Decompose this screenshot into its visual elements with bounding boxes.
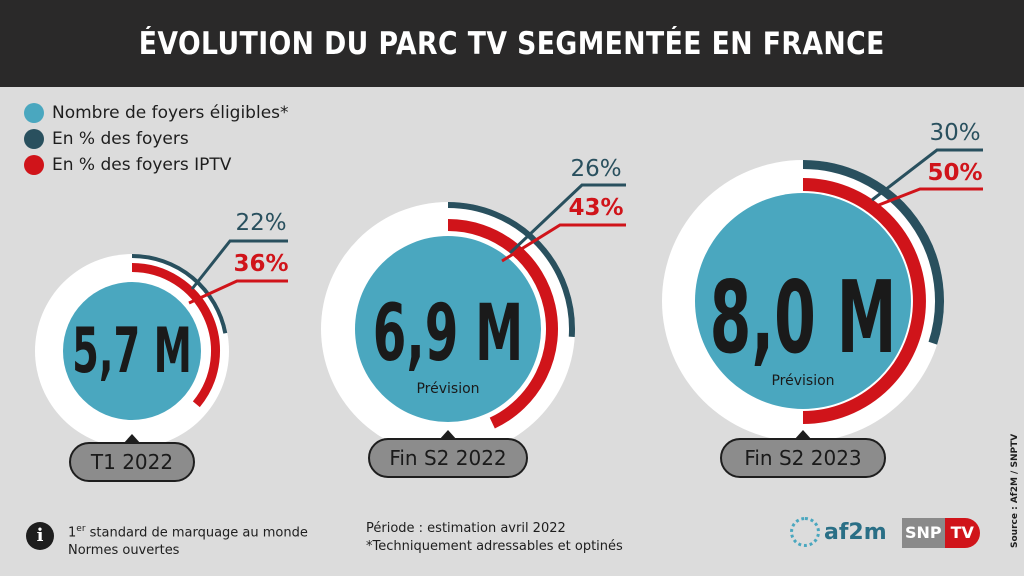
category-pill-1 (368, 438, 528, 478)
pct-households-label-1: 26% (570, 156, 621, 182)
leader-households-0 (190, 239, 288, 290)
page-title: ÉVOLUTION DU PARC TV SEGMENTÉE EN FRANCE (138, 25, 886, 62)
pct-households-label-2: 30% (929, 120, 980, 146)
legend-label-eligible: Nombre de foyers éligibles* (52, 103, 289, 123)
eligible-value-label-2: 8,0 M (710, 260, 897, 376)
pct-iptv-label-2: 50% (927, 160, 982, 186)
eligible-circle-2 (695, 193, 911, 409)
annotation-label-1: Prévision (416, 381, 479, 397)
category-pointer-1 (439, 430, 457, 440)
legend-item-iptv: En % des foyers IPTV (24, 152, 289, 178)
category-pill-2 (720, 438, 886, 478)
legend-label-iptv: En % des foyers IPTV (52, 155, 232, 175)
eligible-value-label-1: 6,9 M (373, 289, 524, 379)
af2m-logo-text: af2m (824, 519, 887, 545)
footer-note-1: 1er standard de marquage au monde (68, 524, 308, 541)
leader-iptv-2 (865, 187, 983, 212)
pct-iptv-arc-0 (131, 263, 220, 408)
footer-period-text: Période : estimation avril 2022 (366, 521, 566, 536)
snptv-logo: SNP TV (902, 518, 984, 548)
pct-households-arc-0 (131, 254, 228, 334)
category-label-0: T1 2022 (90, 450, 173, 474)
source-credit: Source : Af2M / SNPTV (1010, 433, 1020, 548)
category-pointer-0 (123, 434, 141, 444)
footer-notes: 1er standard de marquage au monde Normes… (68, 520, 308, 560)
footer-period: Période : estimation avril 2022 *Techniq… (366, 520, 623, 556)
legend-label-households: En % des foyers (52, 129, 189, 149)
info-icon: i (26, 522, 54, 550)
pct-households-arc-1 (447, 202, 575, 337)
eligible-circle-0 (63, 282, 201, 420)
category-label-1: Fin S2 2022 (389, 446, 506, 470)
af2m-logo: af2m (790, 517, 887, 547)
pct-households-label-0: 22% (235, 210, 286, 236)
pct-iptv-arc-2 (802, 178, 926, 424)
pct-iptv-label-1: 43% (568, 195, 623, 221)
header-bar: ÉVOLUTION DU PARC TV SEGMENTÉE EN FRANCE (0, 0, 1024, 87)
leader-households-1 (508, 183, 626, 255)
category-pill-0 (69, 442, 195, 482)
eligible-value-label-0: 5,7 M (72, 316, 192, 388)
footer-note-2: Normes ouvertes (68, 543, 180, 559)
category-pointer-2 (794, 430, 812, 440)
leader-iptv-1 (501, 223, 626, 263)
legend: Nombre de foyers éligibles* En % des foy… (24, 100, 289, 178)
leader-households-2 (871, 148, 983, 202)
snptv-logo-left: SNP (902, 518, 945, 548)
annotation-label-2: Prévision (771, 373, 834, 389)
footer-footnote: *Techniquement adressables et optinés (366, 539, 623, 554)
pct-iptv-label-0: 36% (233, 251, 288, 277)
eligible-circle-1 (355, 236, 541, 422)
af2m-ring-icon (790, 517, 820, 547)
legend-item-eligible: Nombre de foyers éligibles* (24, 100, 289, 126)
legend-dot-red (24, 155, 44, 175)
category-label-2: Fin S2 2023 (744, 446, 861, 470)
legend-dot-cyan (24, 103, 44, 123)
leader-iptv-0 (188, 279, 288, 305)
legend-item-households: En % des foyers (24, 126, 289, 152)
legend-dot-dark (24, 129, 44, 149)
snptv-logo-right: TV (944, 518, 980, 548)
pct-iptv-arc-1 (447, 219, 558, 429)
pct-households-arc-2 (802, 160, 944, 345)
